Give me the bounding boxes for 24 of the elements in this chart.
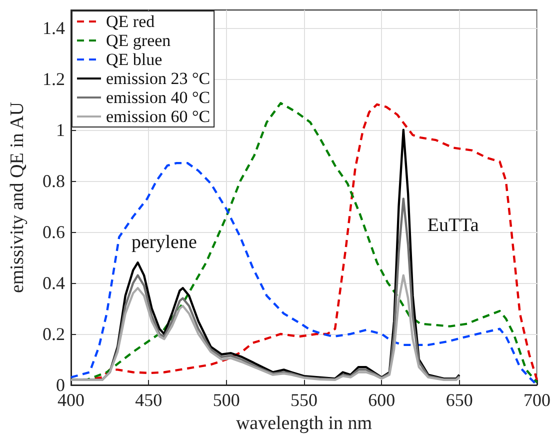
x-tick-label: 650 xyxy=(446,390,473,410)
legend-label: emission 60 °C xyxy=(106,107,210,126)
y-tick-label: 0.2 xyxy=(42,324,65,344)
y-tick-label: 1.2 xyxy=(42,68,65,89)
y-tick-label: 0.8 xyxy=(42,170,65,191)
x-tick-label: 450 xyxy=(135,390,162,410)
annotation: perylene xyxy=(131,232,197,253)
legend-label: QE red xyxy=(106,12,156,31)
line-series xyxy=(70,274,460,381)
legend-label: QE blue xyxy=(106,50,162,69)
x-tick-label: 500 xyxy=(212,390,240,410)
y-tick-label: 1.4 xyxy=(42,18,65,38)
annotation: EuTTa xyxy=(427,215,480,236)
x-tick-label: 600 xyxy=(368,390,396,410)
legend-label: emission 40 °C xyxy=(106,88,210,107)
x-tick-label: 700 xyxy=(524,390,550,410)
legend-label: QE green xyxy=(106,31,172,50)
y-tick-label: 0.4 xyxy=(42,272,65,293)
legend-label: emission 23 °C xyxy=(106,69,210,88)
y-tick-label: 1 xyxy=(56,120,65,140)
x-axis-title: wavelength in nm xyxy=(236,412,372,434)
y-tick-label: 0.6 xyxy=(42,222,65,242)
x-tick-label: 550 xyxy=(290,390,318,410)
y-axis-title: emissivity and QE in AU xyxy=(7,102,28,294)
